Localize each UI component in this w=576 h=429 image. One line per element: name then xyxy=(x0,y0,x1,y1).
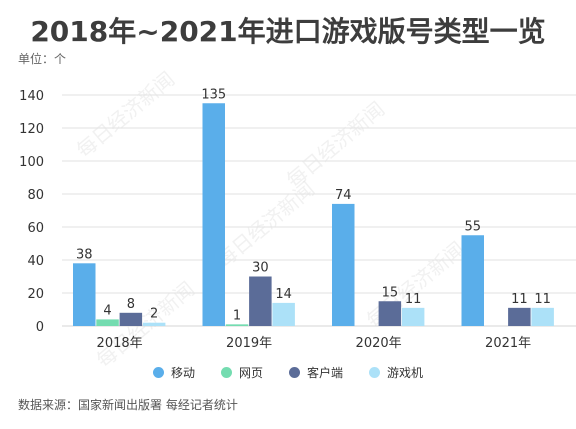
data-label: 8 xyxy=(127,297,135,312)
bar-2018年-客户端 xyxy=(119,312,143,326)
legend-item: 游戏机 xyxy=(369,364,423,381)
data-label: 11 xyxy=(405,292,422,307)
data-label: 38 xyxy=(76,247,93,262)
watermark-0: 每日经济新闻 xyxy=(72,67,179,163)
chart-title: 2018年~2021年进口游戏版号类型一览 xyxy=(30,15,546,48)
legend-item: 移动 xyxy=(152,364,195,381)
legend-label: 客户端 xyxy=(307,366,344,380)
bar-2018年-网页 xyxy=(96,319,119,326)
x-axis-ticks: 2018年 2019年 2020年 2021年 xyxy=(97,336,532,351)
x-tick-label: 2018年 xyxy=(97,336,143,351)
legend-label: 游戏机 xyxy=(387,366,424,380)
data-label: 11 xyxy=(511,292,528,307)
data-label: 4 xyxy=(103,303,111,318)
bar-2018年-移动 xyxy=(73,263,96,326)
y-tick-label: 60 xyxy=(27,221,44,236)
data-label: 135 xyxy=(201,87,226,102)
bar-2020年-游戏机 xyxy=(401,307,425,326)
bar-2019年-客户端 xyxy=(249,276,272,326)
legend-swatch xyxy=(369,367,381,378)
legend-swatch xyxy=(152,367,164,378)
legend-item: 客户端 xyxy=(289,364,343,381)
bar-2021年-客户端 xyxy=(508,307,531,326)
x-tick-label: 2019年 xyxy=(226,336,272,351)
legend-label: 网页 xyxy=(238,366,263,380)
bar-2019年-游戏机 xyxy=(272,302,295,326)
bar-2019年-移动 xyxy=(202,103,225,326)
legend-item: 网页 xyxy=(220,364,263,381)
bar-2018年-游戏机 xyxy=(142,322,166,326)
bar-2020年-移动 xyxy=(332,203,355,326)
data-label: 15 xyxy=(382,285,399,300)
y-tick-label: 0 xyxy=(36,320,44,335)
y-axis-ticks: 0 20 40 60 80 100 120 140 xyxy=(19,89,44,335)
data-labels: 38 4 82 135 1 30 14 74 15 11 55 11 11 xyxy=(76,87,551,323)
data-label: 55 xyxy=(464,219,481,234)
bar-2021年-游戏机 xyxy=(531,307,554,326)
y-tick-label: 40 xyxy=(27,254,44,269)
watermark-1: 每日经济新闻 xyxy=(282,97,389,193)
legend-label: 移动 xyxy=(170,366,195,380)
legend: 移动 网页 客户端 游戏机 xyxy=(0,364,576,381)
x-tick-label: 2020年 xyxy=(356,336,402,351)
data-label: 11 xyxy=(534,292,551,307)
source-note: 数据来源：国家新闻出版署 每经记者统计 xyxy=(18,398,238,412)
bar-2020年-客户端 xyxy=(378,301,402,326)
y-tick-label: 140 xyxy=(19,89,44,104)
bars xyxy=(73,103,554,326)
data-label: 2 xyxy=(150,307,158,322)
y-tick-label: 20 xyxy=(27,287,44,302)
bar-2021年-移动 xyxy=(461,235,484,326)
data-label: 1 xyxy=(233,308,241,323)
data-label: 14 xyxy=(275,287,292,302)
bar-2019年-网页 xyxy=(225,324,249,326)
legend-swatch xyxy=(289,367,300,378)
y-tick-label: 120 xyxy=(19,122,44,137)
data-label: 30 xyxy=(252,261,269,276)
y-tick-label: 100 xyxy=(19,155,44,170)
gridlines xyxy=(62,94,576,327)
legend-swatch xyxy=(220,367,232,378)
watermark-4: 每日经济新闻 xyxy=(212,177,319,273)
data-label: 74 xyxy=(335,188,352,203)
y-tick-label: 80 xyxy=(27,188,44,203)
x-tick-label: 2021年 xyxy=(485,336,531,351)
unit-label: 单位：个 xyxy=(18,52,67,66)
